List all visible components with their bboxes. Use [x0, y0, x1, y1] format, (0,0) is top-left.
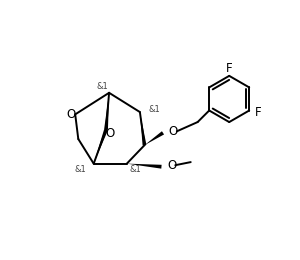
Text: &1: &1 — [129, 165, 141, 174]
Polygon shape — [104, 93, 109, 130]
Text: &1: &1 — [96, 82, 108, 91]
Text: O: O — [66, 108, 75, 121]
Text: &1: &1 — [148, 105, 160, 114]
Polygon shape — [94, 129, 108, 164]
Text: F: F — [255, 106, 262, 119]
Text: O: O — [168, 125, 178, 138]
Text: O: O — [105, 127, 115, 140]
Text: O: O — [168, 159, 177, 172]
Polygon shape — [140, 112, 146, 145]
Polygon shape — [145, 131, 164, 145]
Polygon shape — [127, 164, 162, 169]
Text: F: F — [226, 62, 232, 75]
Text: &1: &1 — [74, 165, 86, 174]
